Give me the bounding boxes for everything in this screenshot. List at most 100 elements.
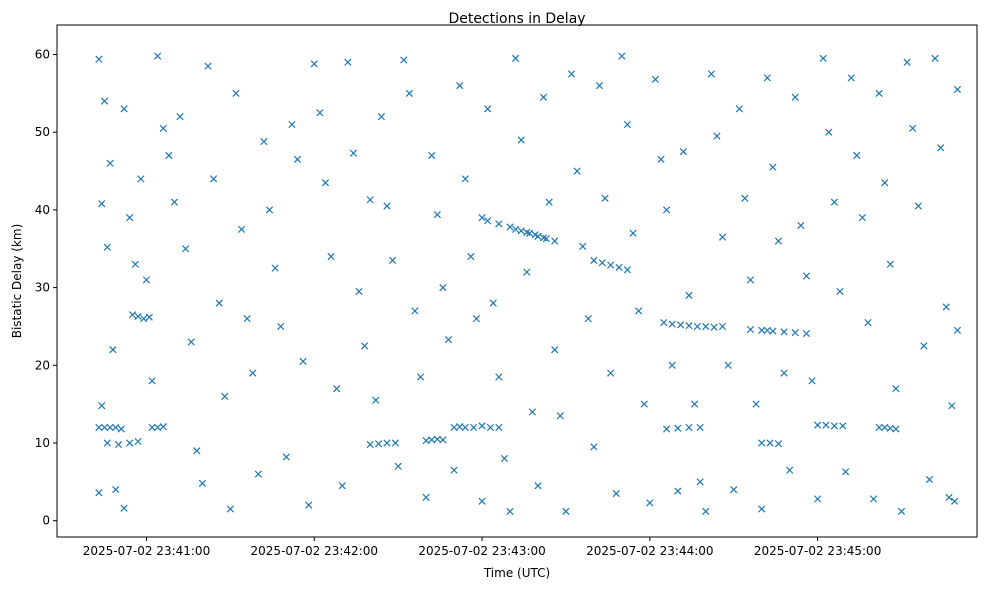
data-point — [646, 499, 654, 507]
data-point — [948, 402, 956, 410]
data-point — [142, 276, 151, 284]
data-point — [562, 507, 570, 515]
data-point — [685, 423, 693, 432]
y-tick-label: 30 — [35, 281, 50, 295]
data-point — [134, 437, 142, 446]
data-point — [265, 206, 274, 214]
data-point — [360, 342, 369, 350]
data-point — [344, 58, 352, 66]
data-point — [791, 93, 799, 101]
data-point — [623, 120, 632, 129]
data-point — [226, 505, 234, 513]
data-point — [623, 266, 632, 274]
data-point — [338, 482, 346, 490]
data-point — [271, 264, 279, 272]
data-point — [791, 329, 799, 337]
data-point — [461, 423, 469, 432]
data-point — [839, 422, 847, 430]
data-point — [864, 318, 872, 327]
data-point — [825, 128, 833, 136]
data-point — [478, 214, 486, 222]
x-tick-label: 2025-07-02 23:42:00 — [251, 544, 378, 558]
data-point — [758, 505, 766, 513]
data-point — [841, 468, 850, 476]
data-point — [131, 260, 139, 268]
x-tick-label: 2025-07-02 23:41:00 — [83, 544, 210, 558]
data-point — [869, 495, 878, 503]
data-point — [411, 307, 419, 315]
data-point — [813, 495, 822, 503]
data-point — [674, 487, 682, 495]
y-tick-label: 60 — [35, 48, 50, 62]
data-point — [651, 75, 660, 84]
data-point — [525, 229, 534, 237]
data-point — [674, 424, 682, 432]
data-point — [98, 402, 106, 410]
data-point — [551, 237, 559, 245]
data-point — [897, 507, 906, 515]
data-point — [914, 202, 922, 210]
data-point — [187, 338, 195, 346]
data-point — [148, 377, 156, 385]
data-point — [232, 89, 240, 97]
data-point — [506, 223, 514, 231]
data-point — [450, 466, 458, 474]
data-point — [635, 307, 643, 315]
data-point — [193, 447, 201, 455]
data-point — [495, 220, 503, 228]
data-point — [539, 93, 548, 101]
data-point — [439, 283, 447, 292]
y-tick-label: 50 — [35, 125, 50, 139]
data-point — [657, 155, 665, 164]
data-point — [567, 70, 576, 78]
data-point — [456, 81, 464, 90]
data-point — [112, 423, 120, 432]
data-point — [752, 400, 760, 408]
x-tick-label: 2025-07-02 23:43:00 — [418, 544, 545, 558]
data-point — [601, 194, 609, 202]
data-point — [615, 263, 623, 272]
data-point — [103, 243, 111, 251]
data-point — [542, 235, 550, 243]
data-point — [629, 229, 637, 237]
data-point — [422, 493, 430, 502]
data-point — [321, 179, 330, 187]
data-point — [98, 200, 106, 208]
data-point — [573, 167, 581, 175]
data-point — [478, 497, 486, 505]
data-point — [696, 478, 704, 486]
data-point — [545, 198, 553, 206]
data-point — [685, 322, 693, 330]
data-point — [221, 392, 229, 400]
data-point — [472, 315, 481, 323]
data-point — [797, 221, 805, 230]
data-point — [551, 346, 559, 354]
data-point — [299, 357, 307, 366]
data-point — [388, 256, 397, 265]
data-point — [528, 408, 537, 416]
data-point — [154, 52, 162, 60]
data-point — [710, 323, 718, 331]
data-point — [394, 462, 402, 470]
data-point — [114, 440, 123, 449]
data-point — [598, 259, 606, 267]
data-point — [735, 105, 743, 113]
data-point — [260, 137, 268, 146]
data-point — [137, 175, 145, 183]
data-point — [612, 489, 620, 498]
data-point — [126, 214, 134, 222]
data-point — [495, 423, 503, 432]
data-point — [383, 202, 391, 210]
x-tick-label: 2025-07-02 23:45:00 — [754, 544, 881, 558]
data-point — [830, 198, 839, 206]
data-point — [819, 54, 827, 63]
data-point — [316, 109, 324, 117]
data-point — [690, 400, 699, 408]
data-point — [106, 423, 114, 432]
data-point — [103, 439, 111, 447]
data-point — [243, 315, 251, 323]
data-point — [702, 322, 710, 331]
data-point — [506, 507, 514, 515]
data-point — [112, 485, 120, 494]
data-point — [405, 89, 413, 97]
